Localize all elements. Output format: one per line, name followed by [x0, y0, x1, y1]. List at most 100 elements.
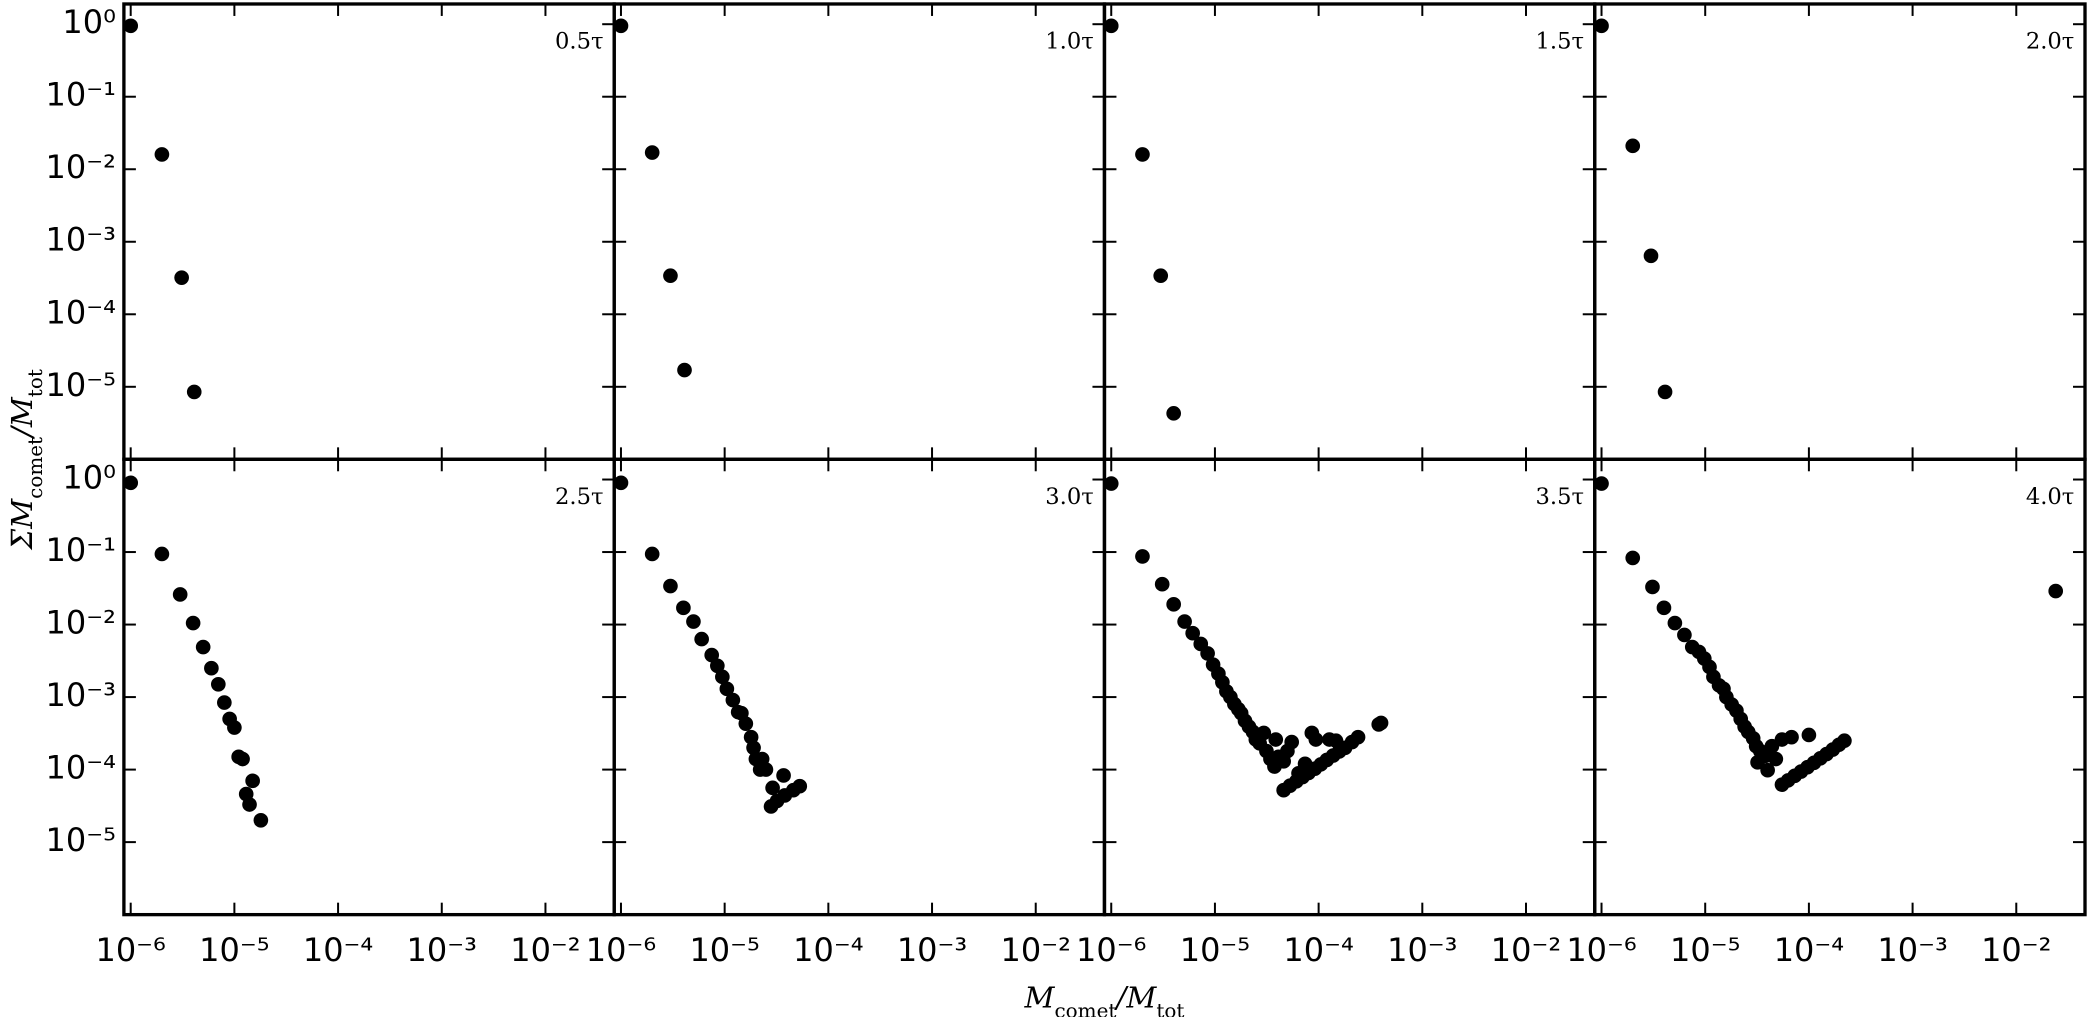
y-tick-label: 10⁰ [62, 459, 116, 497]
data-point [2048, 583, 2064, 599]
panel-frame [122, 457, 616, 917]
panel-frame [1593, 457, 2087, 917]
data-point [1166, 406, 1181, 421]
x-tick-label: 10⁻⁴ [1774, 931, 1844, 969]
y-axis-label: ΣMcomet/Mtot [5, 369, 47, 550]
data-point [242, 797, 257, 812]
x-axis-label: Mcomet/Mtot [1023, 981, 1184, 1017]
data-point [663, 578, 678, 594]
data-point [1154, 576, 1170, 592]
data-point [217, 695, 232, 710]
x-tick-label: 10⁻⁵ [689, 931, 759, 969]
data-point [227, 720, 242, 735]
data-point [1308, 732, 1324, 747]
data-point [154, 147, 170, 162]
x-axis-label-part: tot [1156, 998, 1184, 1017]
data-point [1103, 18, 1119, 34]
x-tick-label: 10⁻² [1981, 931, 2051, 969]
x-tick-label: 10⁻⁶ [586, 931, 656, 969]
data-point [1801, 727, 1817, 743]
panel-label: 4.0τ [2026, 484, 2075, 510]
data-point [1594, 476, 1609, 491]
data-point [725, 692, 741, 708]
panel-label: 1.5τ [1536, 29, 1585, 55]
panel-label: 3.0τ [1045, 484, 1094, 510]
y-tick-label: 10⁻² [46, 148, 116, 186]
data-point [172, 587, 188, 602]
data-point [644, 145, 660, 160]
data-point [765, 780, 780, 796]
data-point [245, 773, 260, 789]
data-point [1135, 147, 1150, 162]
data-point [1656, 600, 1672, 616]
y-tick-label: 10⁻¹ [46, 531, 116, 569]
x-tick-label: 10⁻³ [1387, 931, 1457, 969]
data-point [174, 270, 189, 285]
data-point [1625, 138, 1641, 154]
data-point [1177, 614, 1192, 629]
y-tick-label: 10⁻⁴ [46, 293, 116, 331]
data-point [1185, 625, 1201, 641]
data-point [1760, 762, 1775, 778]
panel-frame [1102, 457, 1597, 917]
data-point [613, 475, 629, 491]
x-tick-label: 10⁻⁴ [303, 931, 373, 969]
data-point [1373, 715, 1389, 731]
panel-frame [612, 2, 1107, 461]
data-point [644, 546, 660, 562]
data-point [719, 681, 735, 697]
data-point [1645, 579, 1660, 595]
data-point [1643, 248, 1659, 264]
data-point [1200, 646, 1215, 661]
data-point [1625, 550, 1641, 566]
x-tick-label: 10⁻⁶ [1566, 931, 1636, 969]
data-point [154, 546, 170, 562]
data-point [1784, 729, 1799, 745]
y-tick-label: 10⁻⁵ [46, 366, 116, 404]
x-tick-label: 10⁻³ [897, 931, 967, 969]
data-point [792, 778, 808, 794]
x-tick-label: 10⁻³ [1877, 931, 1947, 969]
data-point [1103, 476, 1119, 491]
x-tick-label: 10⁻⁵ [199, 931, 269, 969]
data-point [1667, 615, 1683, 631]
data-point [186, 384, 202, 400]
data-point [1768, 751, 1784, 767]
x-tick-label: 10⁻² [1491, 931, 1561, 969]
panel-label: 2.0τ [2026, 29, 2075, 55]
x-tick-label: 10⁻³ [407, 931, 477, 969]
y-tick-label: 10⁰ [62, 3, 116, 41]
y-axis-label-part: tot [22, 369, 46, 397]
data-point [746, 740, 761, 756]
data-point [235, 751, 250, 767]
panel-frame [612, 457, 1107, 917]
data-point [1284, 734, 1300, 750]
data-point [1837, 733, 1852, 749]
x-tick-label: 10⁻⁶ [1076, 931, 1146, 969]
data-point [694, 631, 709, 647]
y-tick-label: 10⁻⁴ [46, 749, 116, 787]
panel-label: 0.5τ [555, 29, 604, 55]
panel-label: 3.5τ [1536, 484, 1585, 510]
data-point [253, 812, 269, 828]
x-axis-label-part: /M [1113, 981, 1157, 1015]
data-point [613, 18, 629, 34]
data-point [1350, 729, 1366, 745]
data-point [195, 639, 211, 655]
y-tick-label: 10⁻² [46, 604, 116, 642]
y-axis-label-part: comet [22, 437, 46, 499]
data-point [123, 18, 139, 34]
data-point [738, 716, 754, 731]
panel-frame [1102, 2, 1597, 461]
data-point [710, 658, 725, 674]
y-tick-label: 10⁻³ [46, 221, 116, 259]
data-point [1594, 18, 1609, 34]
y-tick-label: 10⁻¹ [46, 76, 116, 114]
x-axis-label-part: M [1023, 981, 1055, 1015]
data-point [1153, 268, 1169, 284]
y-axis-label-part: ΣM [5, 498, 39, 551]
x-tick-label: 10⁻⁴ [793, 931, 863, 969]
data-point [210, 676, 226, 692]
